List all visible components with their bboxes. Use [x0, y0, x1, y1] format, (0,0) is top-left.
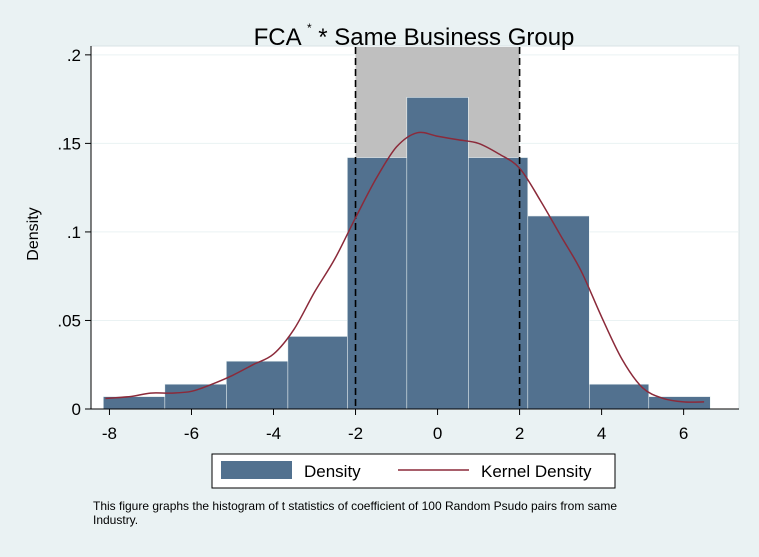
- x-tick-label: 4: [597, 424, 606, 443]
- figure-note: This figure graphs the histogram of t st…: [93, 499, 618, 527]
- x-tick-label: 0: [433, 424, 442, 443]
- axis-layer: [90, 46, 739, 410]
- y-tick-label: .2: [67, 46, 81, 65]
- line-layer: [105, 131, 705, 403]
- bar-layer: [103, 97, 711, 410]
- chart-title-rest: * Same Business Group: [318, 24, 574, 51]
- chart-title-superscript: *: [307, 21, 312, 35]
- y-tick-label: .15: [57, 134, 81, 153]
- histogram-bar: [226, 360, 289, 410]
- histogram-bar: [527, 215, 590, 410]
- x-tick-label: -6: [184, 424, 199, 443]
- histogram-bar: [164, 383, 227, 410]
- legend-density-swatch: [221, 461, 292, 479]
- histogram-bar: [648, 396, 711, 410]
- legend-density-label: Density: [304, 462, 361, 481]
- histogram-bar: [347, 157, 408, 410]
- histogram-bar: [468, 157, 529, 410]
- x-tick-label: -4: [266, 424, 281, 443]
- histogram-bar: [287, 336, 348, 410]
- x-tick-label: -8: [102, 424, 117, 443]
- x-tick-label: 6: [679, 424, 688, 443]
- histogram-bar: [589, 383, 650, 410]
- y-tick-layer: 0 .05 .1 .15 .2: [57, 46, 91, 419]
- chart-title-main: FCA: [254, 24, 302, 51]
- histogram-bar: [406, 97, 469, 410]
- x-tick-label: 2: [515, 424, 524, 443]
- kernel-density-line: [105, 131, 705, 403]
- y-tick-label: .05: [57, 311, 81, 330]
- x-tick-label: -2: [348, 424, 363, 443]
- x-tick-layer: -8 -6 -4 -2 0 2 4 6: [102, 409, 688, 443]
- y-tick-label: .1: [67, 223, 81, 242]
- legend: Density Kernel Density: [211, 453, 616, 489]
- reference-line-layer: [354, 47, 521, 409]
- chart-title: FCA * * Same Business Group: [254, 11, 575, 51]
- legend-kde-label: Kernel Density: [481, 462, 592, 481]
- y-tick-label: 0: [72, 400, 81, 419]
- y-axis-label: Density: [25, 207, 42, 260]
